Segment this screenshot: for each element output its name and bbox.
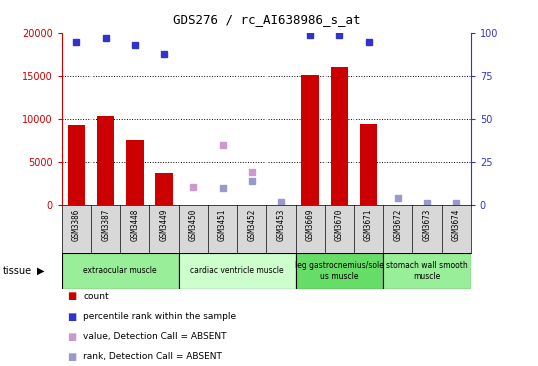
Text: GSM3451: GSM3451	[218, 209, 227, 241]
Text: GSM3671: GSM3671	[364, 209, 373, 241]
Bar	[295, 253, 383, 289]
Bar	[126, 139, 144, 205]
Text: GSM3672: GSM3672	[393, 209, 402, 241]
Text: value, Detection Call = ABSENT: value, Detection Call = ABSENT	[83, 332, 227, 341]
Text: GSM3448: GSM3448	[130, 209, 139, 241]
Text: GDS276 / rc_AI638986_s_at: GDS276 / rc_AI638986_s_at	[173, 13, 360, 26]
Text: ■: ■	[67, 311, 76, 322]
Text: rank, Detection Call = ABSENT: rank, Detection Call = ABSENT	[83, 352, 222, 361]
Bar	[62, 253, 179, 289]
Text: extraocular muscle: extraocular muscle	[83, 266, 157, 275]
Text: GSM3669: GSM3669	[306, 209, 315, 241]
Text: ■: ■	[67, 352, 76, 362]
Text: ■: ■	[67, 291, 76, 302]
Bar	[97, 116, 115, 205]
Text: stomach wall smooth
muscle: stomach wall smooth muscle	[386, 261, 468, 281]
Text: GSM3449: GSM3449	[160, 209, 168, 241]
Text: GSM3673: GSM3673	[422, 209, 431, 241]
Text: GSM3452: GSM3452	[247, 209, 256, 241]
Text: cardiac ventricle muscle: cardiac ventricle muscle	[190, 266, 284, 275]
Bar	[68, 125, 85, 205]
Bar	[330, 67, 348, 205]
Text: GSM3386: GSM3386	[72, 209, 81, 241]
Text: percentile rank within the sample: percentile rank within the sample	[83, 312, 237, 321]
Text: leg gastrocnemius/sole
us muscle: leg gastrocnemius/sole us muscle	[295, 261, 384, 281]
Bar	[301, 75, 319, 205]
Text: GSM3453: GSM3453	[277, 209, 286, 241]
Text: GSM3387: GSM3387	[101, 209, 110, 241]
Bar	[360, 124, 377, 205]
Text: tissue: tissue	[3, 266, 32, 276]
Text: GSM3450: GSM3450	[189, 209, 198, 241]
Text: ▶: ▶	[37, 266, 44, 276]
Bar	[179, 253, 295, 289]
Bar	[383, 253, 471, 289]
Text: GSM3670: GSM3670	[335, 209, 344, 241]
Text: count: count	[83, 292, 109, 301]
Bar	[155, 173, 173, 205]
Text: ■: ■	[67, 332, 76, 342]
Text: GSM3674: GSM3674	[451, 209, 461, 241]
